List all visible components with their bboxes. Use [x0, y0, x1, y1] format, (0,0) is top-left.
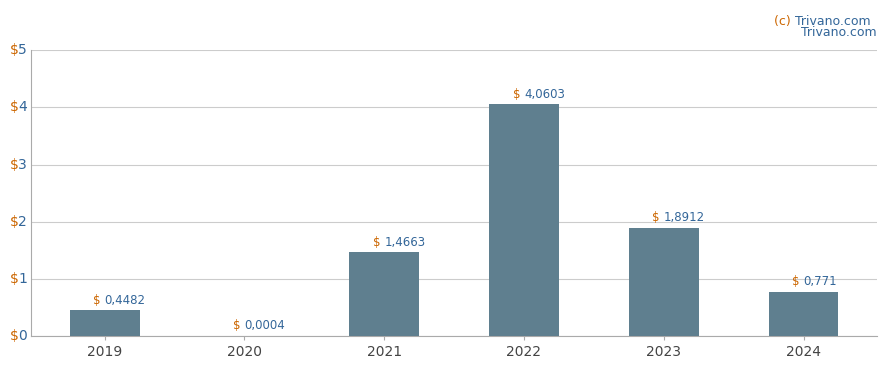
Text: 0,4482: 0,4482 [105, 294, 146, 307]
Text: $: $ [10, 215, 23, 229]
Text: 0: 0 [19, 329, 27, 343]
Text: $: $ [792, 275, 804, 288]
Bar [69, 310, 139, 336]
Text: 1,4663: 1,4663 [385, 236, 425, 249]
Text: $: $ [10, 272, 23, 286]
Bar [629, 228, 699, 336]
Text: (c) Trivano.com: (c) Trivano.com [781, 26, 876, 39]
Text: 1,8912: 1,8912 [663, 211, 705, 225]
Text: 5: 5 [19, 43, 27, 57]
Text: $: $ [512, 88, 524, 101]
Text: $: $ [93, 294, 105, 307]
Bar [349, 252, 419, 336]
Text: 2: 2 [19, 215, 27, 229]
Text: $: $ [10, 329, 23, 343]
Text: 0,0004: 0,0004 [244, 319, 285, 332]
Text: $: $ [10, 100, 23, 114]
Text: 0,771: 0,771 [804, 275, 837, 288]
Text: 1: 1 [18, 272, 27, 286]
Bar [489, 104, 559, 336]
Text: $: $ [10, 158, 23, 172]
Text: $: $ [373, 236, 385, 249]
Text: $: $ [234, 319, 244, 332]
Text: 4: 4 [19, 100, 27, 114]
Text: (c): (c) [773, 15, 795, 28]
Text: Trivano.com: Trivano.com [795, 15, 870, 28]
Text: Trivano.com: Trivano.com [801, 26, 876, 39]
Text: $: $ [653, 211, 663, 225]
Bar [768, 292, 838, 336]
Text: 3: 3 [19, 158, 27, 172]
Text: 4,0603: 4,0603 [524, 88, 565, 101]
Text: $: $ [10, 43, 23, 57]
